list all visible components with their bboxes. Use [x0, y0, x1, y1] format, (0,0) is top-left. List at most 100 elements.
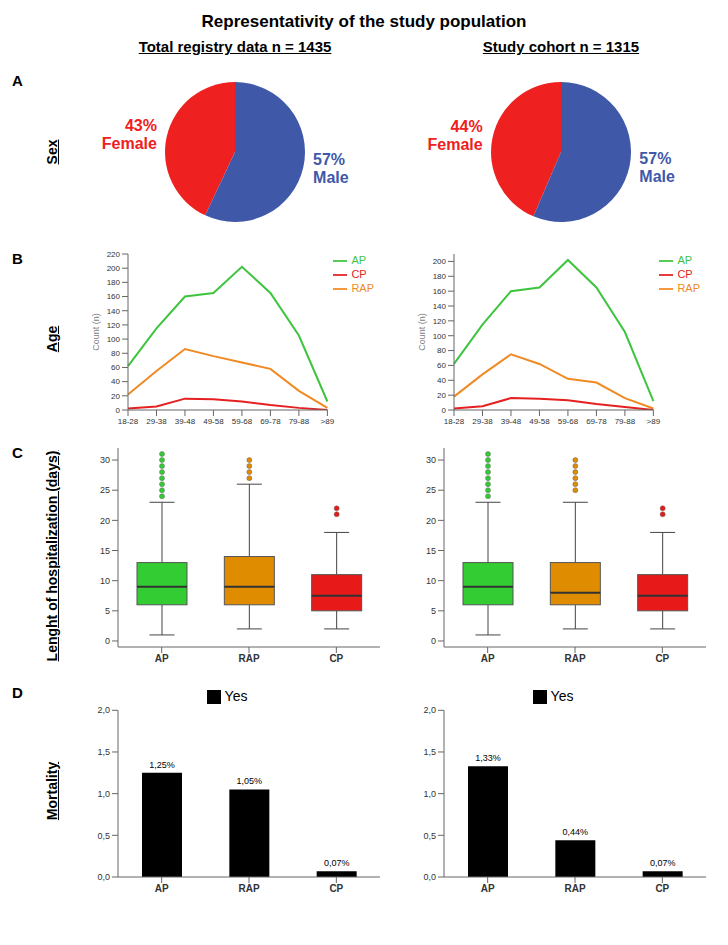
svg-text:RAP: RAP: [238, 653, 259, 664]
svg-text:15: 15: [426, 546, 436, 556]
svg-text:160: 160: [433, 287, 447, 296]
html-text:CP: CP: [351, 268, 367, 281]
svg-text:0,44%: 0,44%: [563, 827, 589, 837]
svg-text:5: 5: [431, 606, 436, 616]
svg-text:1,5: 1,5: [97, 747, 110, 757]
svg-text:40: 40: [111, 377, 120, 386]
svg-text:40: 40: [437, 376, 446, 385]
svg-text:2,0: 2,0: [97, 705, 110, 715]
svg-text:80: 80: [111, 349, 120, 358]
html-text:Mortality: Mortality: [44, 761, 60, 820]
svg-text:RAP: RAP: [564, 883, 585, 894]
svg-text:0,0: 0,0: [97, 872, 110, 882]
svg-text:57%Male: 57%Male: [313, 151, 349, 186]
svg-text:140: 140: [107, 307, 121, 316]
svg-text:20: 20: [437, 391, 446, 400]
svg-text:0: 0: [116, 406, 121, 415]
svg-text:1,0: 1,0: [423, 789, 436, 799]
html-text:CP: CP: [677, 268, 693, 281]
svg-text:60: 60: [437, 361, 446, 370]
svg-text:25: 25: [426, 485, 436, 495]
svg-text:20: 20: [111, 392, 120, 401]
svg-text:69-78: 69-78: [260, 417, 281, 426]
svg-text:220: 220: [107, 250, 121, 259]
svg-text:100: 100: [433, 332, 447, 341]
html-text:Total registry data n = 1435: Total registry data n = 1435: [138, 38, 332, 55]
svg-text:120: 120: [107, 321, 121, 330]
svg-text:39-48: 39-48: [175, 417, 196, 426]
svg-text:RAP: RAP: [564, 653, 585, 664]
svg-text:1,05%: 1,05%: [237, 776, 263, 786]
svg-text:180: 180: [107, 278, 121, 287]
svg-text:0,07%: 0,07%: [324, 858, 350, 868]
svg-text:200: 200: [433, 257, 447, 266]
svg-text:80: 80: [437, 346, 446, 355]
html-text:Yes: Yes: [224, 688, 248, 704]
html-text:Representativity of the study: Representativity of the study population: [201, 12, 527, 31]
svg-text:57%Male: 57%Male: [639, 150, 675, 185]
svg-text:1,25%: 1,25%: [149, 760, 175, 770]
svg-text:30: 30: [100, 455, 110, 465]
svg-text:140: 140: [433, 302, 447, 311]
svg-text:CP: CP: [655, 653, 669, 664]
svg-text:120: 120: [433, 317, 447, 326]
svg-text:59-68: 59-68: [232, 417, 253, 426]
svg-text:Count (n): Count (n): [417, 313, 427, 351]
svg-text:0,07%: 0,07%: [650, 858, 676, 868]
html-text:Study cohort n = 1315: Study cohort n = 1315: [482, 38, 640, 55]
svg-text:CP: CP: [329, 653, 343, 664]
svg-text:79-88: 79-88: [289, 417, 310, 426]
html-text:Lenght of hospitalization (day: Lenght of hospitalization (days): [44, 450, 60, 661]
html-text:Sex: Sex: [44, 139, 60, 165]
svg-text:49-58: 49-58: [529, 417, 550, 426]
svg-text:49-58: 49-58: [203, 417, 224, 426]
svg-text:Count (n): Count (n): [91, 313, 101, 351]
svg-text:0: 0: [105, 636, 110, 646]
svg-text:79-88: 79-88: [615, 417, 636, 426]
svg-text:69-78: 69-78: [586, 417, 607, 426]
svg-text:20: 20: [100, 516, 110, 526]
svg-text:29-38: 29-38: [146, 417, 167, 426]
svg-text:0: 0: [442, 406, 447, 415]
svg-text:100: 100: [107, 335, 121, 344]
svg-text:43%Female: 43%Female: [102, 117, 157, 152]
svg-text:RAP: RAP: [238, 883, 259, 894]
svg-text:15: 15: [100, 546, 110, 556]
svg-text:10: 10: [426, 576, 436, 586]
svg-text:59-68: 59-68: [558, 417, 579, 426]
svg-text:25: 25: [100, 485, 110, 495]
html-text:Yes: Yes: [550, 688, 574, 704]
svg-text:AP: AP: [155, 653, 169, 664]
svg-text:0: 0: [431, 636, 436, 646]
html-text:RAP: RAP: [351, 282, 374, 295]
svg-text:20: 20: [426, 516, 436, 526]
svg-text:1,33%: 1,33%: [475, 753, 501, 763]
svg-text:2,0: 2,0: [423, 705, 436, 715]
svg-text:AP: AP: [481, 883, 495, 894]
svg-text:60: 60: [111, 363, 120, 372]
svg-text:AP: AP: [481, 653, 495, 664]
svg-text:>89: >89: [647, 417, 661, 426]
svg-text:0,5: 0,5: [423, 831, 436, 841]
svg-text:1,5: 1,5: [423, 747, 436, 757]
svg-text:18-28: 18-28: [118, 417, 139, 426]
svg-text:44%Female: 44%Female: [427, 118, 482, 153]
svg-text:AP: AP: [155, 883, 169, 894]
svg-text:5: 5: [105, 606, 110, 616]
svg-text:160: 160: [107, 292, 121, 301]
html-text:RAP: RAP: [677, 282, 700, 295]
svg-text:CP: CP: [655, 883, 669, 894]
html-text:Age: Age: [44, 325, 60, 353]
svg-text:10: 10: [100, 576, 110, 586]
svg-text:0,0: 0,0: [423, 872, 436, 882]
svg-text:200: 200: [107, 264, 121, 273]
svg-text:0,5: 0,5: [97, 831, 110, 841]
svg-text:29-38: 29-38: [472, 417, 493, 426]
svg-text:18-28: 18-28: [444, 417, 465, 426]
svg-text:1,0: 1,0: [97, 789, 110, 799]
svg-text:180: 180: [433, 272, 447, 281]
svg-text:CP: CP: [329, 883, 343, 894]
svg-text:>89: >89: [321, 417, 335, 426]
svg-text:30: 30: [426, 455, 436, 465]
svg-text:39-48: 39-48: [501, 417, 522, 426]
